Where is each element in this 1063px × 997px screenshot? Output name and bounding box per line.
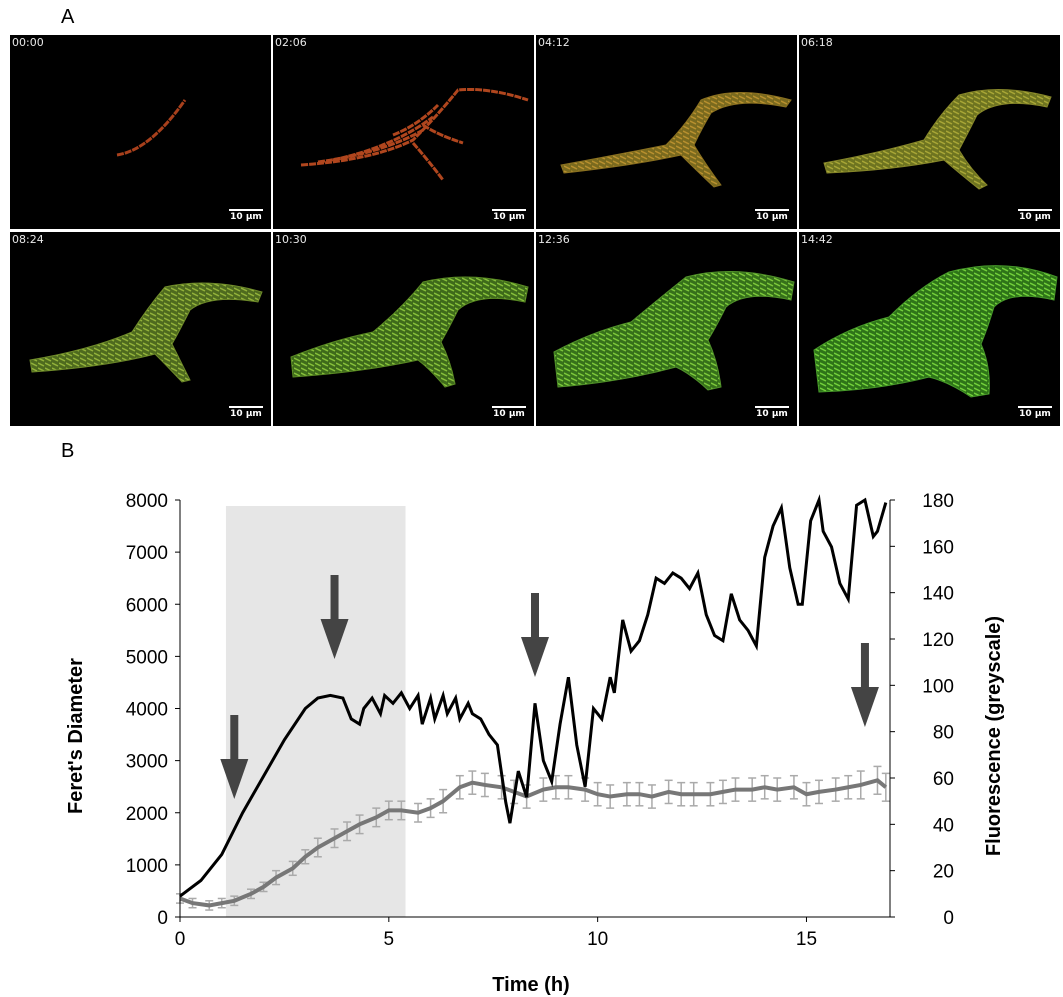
timestamp: 12:36	[538, 233, 570, 246]
arrow-head	[220, 759, 249, 799]
y2-axis-label: Fluorescence (greyscale)	[983, 616, 1005, 856]
colony-image	[560, 92, 792, 188]
arrow-head	[521, 637, 549, 677]
timestamp: 10:30	[275, 233, 307, 246]
y2-tick-label: 140	[922, 584, 954, 605]
timelapse-frame-7: 12:36 10 μm	[536, 232, 797, 426]
panel-label-b: B	[61, 440, 75, 462]
fluorescence-line	[179, 778, 888, 908]
arrow-marker	[521, 593, 549, 677]
timelapse-frame-8: 14:42 10 μm	[799, 232, 1060, 426]
timestamp: 06:18	[801, 36, 833, 49]
timelapse-frame-1: 00:00 10 μm	[10, 35, 271, 229]
x-tick-label: 0	[175, 929, 186, 950]
y-tick-label: 2000	[126, 804, 168, 825]
y-tick-label: 8000	[126, 491, 168, 512]
timelapse-frame-2: 02:06 10 μm	[273, 35, 534, 229]
y2-tick-label: 60	[933, 769, 954, 790]
colony-image	[116, 99, 187, 157]
y-tick-label: 7000	[126, 543, 168, 564]
y-tick-label: 1000	[126, 856, 168, 877]
x-tick-label: 5	[384, 929, 395, 950]
y-axis-label: Feret's Diameter	[65, 658, 87, 814]
scale-bar: 10 μm	[1018, 209, 1052, 222]
timestamp: 14:42	[801, 233, 833, 246]
scale-bar: 10 μm	[229, 209, 263, 222]
arrow-head	[320, 619, 349, 659]
scale-bar: 10 μm	[492, 209, 526, 222]
x-tick-label: 15	[796, 929, 817, 950]
timelapse-frame-4: 06:18 10 μm	[799, 35, 1060, 229]
timelapse-frame-3: 04:12 10 μm	[536, 35, 797, 229]
scale-bar: 10 μm	[1018, 406, 1052, 419]
y2-tick-label: 80	[933, 723, 954, 744]
timestamp: 00:00	[12, 36, 44, 49]
feret-line	[179, 494, 888, 898]
colony-image	[823, 89, 1052, 190]
timestamp: 04:12	[538, 36, 570, 49]
colony-image	[290, 276, 529, 388]
feret-series	[179, 494, 888, 898]
arrow-marker	[850, 643, 879, 727]
y2-tick-label: 0	[943, 908, 954, 929]
timelapse-grid: 00:00 10 μm 02:06 10 μm	[10, 35, 1062, 427]
x-axis-label: Time (h)	[492, 974, 569, 996]
scale-bar: 10 μm	[492, 406, 526, 419]
colony-image	[300, 87, 529, 181]
arrow-head	[850, 687, 879, 727]
y2-tick-label: 160	[922, 537, 954, 558]
y2-tick-label: 120	[922, 630, 954, 651]
y2-tick-label: 20	[933, 862, 954, 883]
scale-bar: 10 μm	[229, 406, 263, 419]
scale-bar: 10 μm	[755, 209, 789, 222]
arrows	[220, 575, 879, 799]
tick-labels: 0100020003000400050006000700080000204060…	[126, 491, 954, 950]
y2-tick-label: 40	[933, 815, 954, 836]
colony-image	[813, 265, 1058, 398]
arrow-shaft	[531, 593, 539, 643]
timestamp: 08:24	[12, 233, 44, 246]
arrow-shaft	[230, 715, 239, 765]
arrow-shaft	[860, 643, 869, 693]
feret-fluorescence-chart: 0100020003000400050006000700080000204060…	[65, 491, 1005, 996]
arrow-shaft	[330, 575, 339, 625]
y-tick-label: 0	[157, 908, 168, 929]
y-tick-label: 4000	[126, 700, 168, 721]
scale-bar: 10 μm	[755, 406, 789, 419]
arrow-marker	[220, 715, 249, 799]
colony-image	[29, 282, 263, 383]
timelapse-frame-5: 08:24 10 μm	[10, 232, 271, 426]
arrow-marker	[320, 575, 349, 659]
y-tick-label: 3000	[126, 752, 168, 773]
axes	[175, 499, 895, 922]
colony-image	[553, 271, 795, 391]
timelapse-frame-6: 10:30 10 μm	[273, 232, 534, 426]
y2-tick-label: 180	[922, 491, 954, 512]
timestamp: 02:06	[275, 36, 307, 49]
y2-tick-label: 100	[922, 676, 954, 697]
panel-label-a: A	[61, 6, 75, 28]
x-tick-label: 10	[587, 929, 608, 950]
y-tick-label: 6000	[126, 595, 168, 616]
y-tick-label: 5000	[126, 647, 168, 668]
